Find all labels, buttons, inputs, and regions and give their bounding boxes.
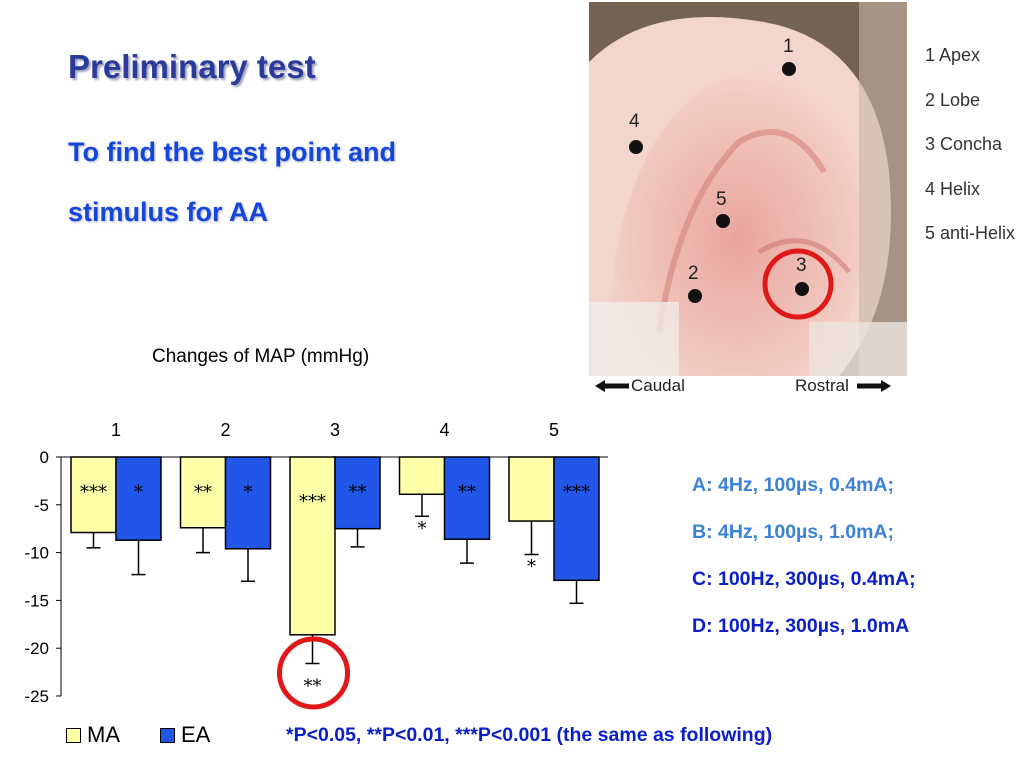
- y-tick-label: -20: [24, 639, 49, 658]
- significance-label: **: [349, 482, 367, 503]
- highlight-ring: [762, 248, 834, 320]
- significance-label: ***: [299, 492, 326, 513]
- rostral-label: Rostral: [795, 376, 849, 395]
- y-tick-label: -15: [24, 591, 49, 610]
- bar-ea: [443, 456, 491, 540]
- category-label: 1: [111, 420, 121, 440]
- legend-ea-swatch: [160, 727, 175, 743]
- point-legend-item: 4 Helix: [925, 178, 981, 199]
- significance-label: *: [134, 482, 143, 503]
- significance-label: **: [458, 482, 476, 503]
- category-label: 3: [330, 420, 340, 440]
- point-5-number: 5: [716, 189, 727, 210]
- point-4-number: 4: [629, 111, 640, 132]
- legend-ma: MA: [66, 722, 120, 748]
- point-2-number: 2: [688, 263, 699, 284]
- bar-ma: [179, 456, 227, 529]
- bar-ea: [115, 456, 162, 541]
- point-4-dot: [629, 140, 643, 154]
- chart-title: Changes of MAP (mmHg): [152, 346, 370, 367]
- slide-title: Preliminary test: [68, 48, 316, 85]
- category-label: 5: [549, 420, 559, 440]
- significance-label: *: [418, 518, 427, 539]
- point-legend: 1 Apex 2 Lobe 3 Concha 4 Helix 5 anti-He…: [925, 33, 1015, 256]
- param-d: D: 100Hz, 300µs, 1.0mA: [692, 615, 910, 637]
- significance-footnote: *P<0.05, **P<0.01, ***P<0.001 (the same …: [286, 724, 773, 746]
- param-b: B: 4Hz, 100µs, 1.0mA;: [692, 521, 894, 543]
- point-legend-item: 2 Lobe: [925, 89, 981, 110]
- y-tick-label: -5: [34, 496, 49, 515]
- highlight-ring: [277, 636, 350, 710]
- significance-label: ***: [563, 482, 590, 503]
- stimulus-params: A: 4Hz, 100µs, 0.4mA; B: 4Hz, 100µs, 1.0…: [692, 462, 916, 650]
- legend-ea-label: EA: [181, 722, 211, 747]
- slide-subtitle: To find the best point and stimulus for …: [68, 137, 396, 227]
- significance-label: *: [527, 557, 536, 578]
- y-tick-label: 0: [40, 448, 49, 467]
- legend-ma-label: MA: [87, 722, 120, 747]
- category-label: 4: [439, 420, 449, 440]
- arrow-left-icon: [595, 380, 629, 392]
- point-legend-item: 1 Apex: [925, 45, 981, 65]
- arrow-right-icon: [857, 380, 891, 392]
- param-a: A: 4Hz, 100µs, 0.4mA;: [692, 474, 894, 496]
- bar-ma: [398, 456, 446, 496]
- point-3-number: 3: [796, 255, 807, 276]
- point-5-dot: [716, 214, 730, 228]
- legend-ma-swatch: [66, 727, 81, 743]
- bar-ma: [289, 456, 336, 636]
- caudal-label: Caudal: [631, 376, 685, 395]
- significance-label: **: [194, 482, 212, 503]
- point-2-dot: [688, 289, 702, 303]
- significance-label: ***: [80, 482, 107, 503]
- bar-ea: [553, 456, 600, 582]
- bar-chart: 0-5-10-15-20-251*** *2** *3*** **4***5*****…: [24, 420, 608, 710]
- bar-ma: [70, 456, 117, 534]
- point-legend-item: 5 anti-Helix: [925, 223, 1016, 243]
- point-legend-item: 3 Concha: [925, 134, 1003, 154]
- category-label: 2: [220, 420, 230, 440]
- point-3-dot: [795, 282, 809, 296]
- highlight-significance-label: **: [304, 676, 322, 697]
- legend-ea: EA: [160, 722, 210, 748]
- point-1-dot: [782, 62, 796, 76]
- param-c: C: 100Hz, 300µs, 0.4mA;: [692, 568, 916, 590]
- significance-label: *: [244, 482, 253, 503]
- bar-ma: [508, 456, 555, 522]
- ear-photo: 1 4 5 2 3: [589, 2, 907, 376]
- point-1-number: 1: [783, 36, 794, 57]
- y-tick-label: -25: [24, 687, 49, 706]
- bar-ea: [224, 456, 272, 550]
- y-tick-label: -10: [24, 544, 49, 563]
